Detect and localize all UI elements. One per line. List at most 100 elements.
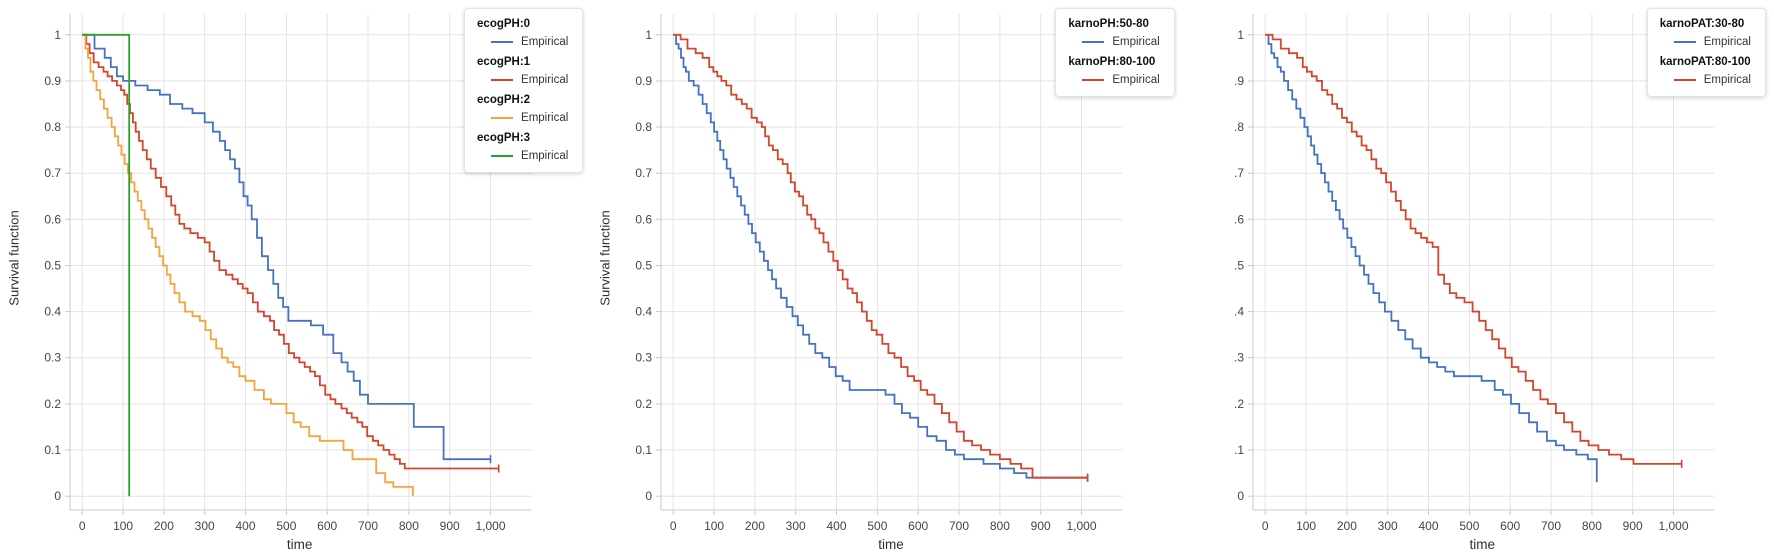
x-tick-label: 300	[786, 519, 806, 533]
legend-line-swatch	[491, 117, 514, 119]
legend-line-swatch	[1082, 41, 1105, 43]
axes: 0 100 200 300 400 500 600 700 800 900 1,000 0 .1 .2 .3…	[1234, 14, 1714, 533]
y-tick-label: 1	[1237, 28, 1244, 42]
legend-item-label: Empirical	[521, 74, 569, 86]
x-tick-label: 800	[399, 519, 419, 533]
legend-item: Empirical	[1082, 74, 1160, 86]
survival-curve-ecogPH:1	[82, 33, 499, 470]
y-tick-label: 0	[54, 489, 61, 503]
survival-curve-ecogPH:3	[82, 33, 131, 497]
legend-group: ecogPH:2 Empirical	[477, 94, 568, 124]
y-tick-label: 0	[646, 489, 653, 503]
x-axis-title: time	[1469, 537, 1496, 552]
y-tick-label: 0.9	[636, 74, 653, 88]
gridlines	[70, 14, 532, 510]
x-tick-label: 1,000	[1067, 519, 1097, 533]
y-tick-label: 0.7	[636, 166, 653, 180]
y-tick-label: 0.4	[636, 305, 653, 319]
y-tick-label: .8	[1234, 120, 1244, 134]
legend-group: ecogPH:3 Empirical	[477, 132, 568, 162]
legend-line-swatch	[491, 79, 514, 81]
y-tick-label: .6	[1234, 212, 1244, 226]
x-tick-label: 300	[1377, 519, 1397, 533]
legend-line-swatch	[491, 155, 514, 157]
y-tick-label: 0.1	[636, 443, 653, 457]
y-tick-label: 1	[54, 28, 61, 42]
y-tick-label: 0.5	[636, 259, 653, 273]
axes: 0 100 200 300 400 500 600 700 800 900 1,000 0 0.1 0.2…	[636, 14, 1123, 533]
x-tick-label: 400	[827, 519, 847, 533]
legend-group-title: karnoPH:50-80	[1068, 18, 1149, 30]
survival-curve-karnoPAT:30-80	[1264, 33, 1598, 483]
legend-line-swatch	[1673, 41, 1696, 43]
x-tick-label: 200	[745, 519, 765, 533]
y-tick-label: .1	[1234, 443, 1244, 457]
legend-group: karnoPAT:30-80 Empirical	[1660, 18, 1751, 48]
legend-item-label: Empirical	[521, 150, 569, 162]
axes: 0 100 200 300 400 500 600 700 800 900 1,000 0 0.1 0.2…	[44, 14, 532, 533]
y-tick-label: .3	[1234, 351, 1244, 365]
legend-item-label: Empirical	[1112, 36, 1160, 48]
x-tick-label: 600	[909, 519, 929, 533]
x-axis-title: time	[286, 537, 313, 552]
y-tick-label: .4	[1234, 305, 1244, 319]
chart-legend: karnoPH:50-80 Empirical karnoPH:80-100 Empi…	[1055, 8, 1175, 97]
x-tick-label: 600	[1500, 519, 1520, 533]
y-tick-label: .7	[1234, 166, 1244, 180]
x-tick-label: 600	[317, 519, 337, 533]
legend-group-title: ecogPH:3	[477, 132, 531, 144]
y-tick-label: 1	[646, 28, 653, 42]
legend-item: Empirical	[491, 150, 568, 162]
chart-panel-karnoPH: 0 100 200 300 400 500 600 700 800 900 1,000 0 0.1 0.2…	[591, 0, 1182, 560]
chart-panel-ecogPH: 0 100 200 300 400 500 600 700 800 900 1,000 0 0.1 0.2…	[0, 0, 591, 560]
chart-legend: ecogPH:0 Empirical ecogPH:1 Empirical ecogPH…	[464, 8, 584, 173]
legend-group-title: karnoPAT:80-100	[1659, 56, 1751, 68]
x-tick-label: 500	[276, 519, 296, 533]
legend-line-swatch	[1082, 79, 1105, 81]
x-tick-label: 100	[113, 519, 133, 533]
y-tick-label: 0.6	[636, 212, 653, 226]
y-tick-label: 0.9	[44, 74, 61, 88]
x-tick-label: 100	[1296, 519, 1316, 533]
legend-item: Empirical	[491, 74, 568, 86]
survival-curve-karnoPH:80-100	[673, 33, 1088, 479]
y-tick-label: 0	[1237, 489, 1244, 503]
legend-group-title: karnoPH:80-100	[1068, 56, 1156, 68]
x-tick-label: 100	[704, 519, 724, 533]
legend-group-title: ecogPH:0	[477, 18, 531, 30]
y-tick-label: 0.8	[44, 120, 61, 134]
survival-curve-karnoPAT:80-100	[1264, 33, 1682, 465]
y-tick-label: 0.3	[636, 351, 653, 365]
legend-group-title: ecogPH:2	[477, 94, 531, 106]
legend-group: karnoPH:50-80 Empirical	[1068, 18, 1159, 48]
x-tick-label: 500	[1459, 519, 1479, 533]
y-tick-label: 0.2	[44, 397, 61, 411]
legend-group: karnoPH:80-100 Empirical	[1068, 56, 1159, 86]
legend-line-swatch	[1673, 79, 1696, 81]
legend-group: ecogPH:0 Empirical	[477, 18, 568, 48]
y-tick-label: 0.5	[44, 259, 61, 273]
x-tick-label: 900	[440, 519, 460, 533]
x-tick-label: 800	[990, 519, 1010, 533]
x-tick-label: 300	[195, 519, 215, 533]
x-tick-label: 400	[235, 519, 255, 533]
x-tick-label: 0	[79, 519, 86, 533]
survival-curve-ecogPH:0	[82, 33, 491, 461]
x-tick-label: 900	[1622, 519, 1642, 533]
y-tick-label: 0.7	[44, 166, 61, 180]
chart-panel-karnoPAT: 0 100 200 300 400 500 600 700 800 900 1,000 0 .1 .2 .3…	[1183, 0, 1774, 560]
y-tick-label: .9	[1234, 74, 1244, 88]
gridlines	[661, 14, 1123, 510]
x-tick-label: 1,000	[1658, 519, 1688, 533]
survival-curve-ecogPH:2	[82, 33, 414, 497]
x-tick-label: 800	[1582, 519, 1602, 533]
x-tick-label: 400	[1418, 519, 1438, 533]
legend-item: Empirical	[1673, 36, 1751, 48]
y-tick-label: 0.6	[44, 212, 61, 226]
x-tick-label: 1,000	[475, 519, 505, 533]
legend-group: karnoPAT:80-100 Empirical	[1660, 56, 1751, 86]
legend-group-title: karnoPAT:30-80	[1659, 18, 1745, 30]
y-tick-label: 0.8	[636, 120, 653, 134]
legend-item: Empirical	[1673, 74, 1751, 86]
legend-item-label: Empirical	[521, 112, 569, 124]
